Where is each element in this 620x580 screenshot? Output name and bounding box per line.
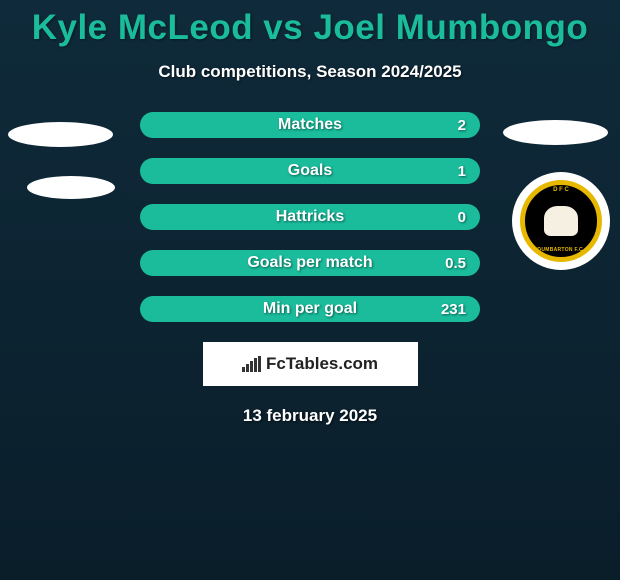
stat-value: 231 bbox=[441, 301, 466, 318]
club-badge-top-text: D F C bbox=[553, 187, 569, 193]
stat-label: Goals per match bbox=[247, 254, 372, 272]
club-badge-inner: D F C DUMBARTON F.C. bbox=[520, 180, 602, 262]
comparison-panel: D F C DUMBARTON F.C. Matches 2 Goals 1 H… bbox=[0, 112, 620, 426]
player-left-placeholder-2 bbox=[27, 176, 115, 199]
bar-chart-icon bbox=[242, 356, 262, 372]
stat-bars: Matches 2 Goals 1 Hattricks 0 Goals per … bbox=[140, 112, 480, 322]
stat-value: 0 bbox=[458, 209, 466, 226]
stat-value: 0.5 bbox=[445, 255, 466, 272]
stat-value: 2 bbox=[458, 117, 466, 134]
stat-bar-hattricks: Hattricks 0 bbox=[140, 204, 480, 230]
page-title: Kyle McLeod vs Joel Mumbongo bbox=[0, 0, 620, 48]
stat-bar-goals-per-match: Goals per match 0.5 bbox=[140, 250, 480, 276]
player-left-placeholder-1 bbox=[8, 122, 113, 147]
elephant-icon bbox=[544, 206, 578, 236]
stat-label: Matches bbox=[278, 116, 342, 134]
stat-bar-matches: Matches 2 bbox=[140, 112, 480, 138]
date-text: 13 february 2025 bbox=[0, 406, 620, 426]
club-badge: D F C DUMBARTON F.C. bbox=[512, 172, 610, 270]
stat-value: 1 bbox=[458, 163, 466, 180]
stat-label: Hattricks bbox=[276, 208, 344, 226]
club-badge-bottom-text: DUMBARTON F.C. bbox=[537, 247, 584, 253]
stat-bar-min-per-goal: Min per goal 231 bbox=[140, 296, 480, 322]
source-logo-text: FcTables.com bbox=[266, 354, 378, 374]
stat-bar-goals: Goals 1 bbox=[140, 158, 480, 184]
stat-label: Goals bbox=[288, 162, 332, 180]
player-right-placeholder bbox=[503, 120, 608, 145]
subtitle: Club competitions, Season 2024/2025 bbox=[0, 62, 620, 82]
source-logo: FcTables.com bbox=[203, 342, 418, 386]
stat-label: Min per goal bbox=[263, 300, 357, 318]
